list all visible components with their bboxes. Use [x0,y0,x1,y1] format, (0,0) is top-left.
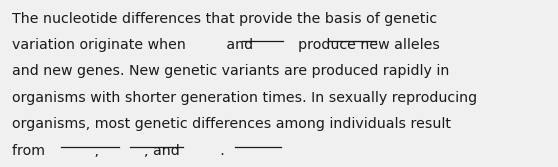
Text: The nucleotide differences that provide the basis of genetic: The nucleotide differences that provide … [12,12,437,26]
Text: variation originate when         and          produce new alleles: variation originate when and produce new… [12,38,440,52]
Text: organisms with shorter generation times. In sexually reproducing: organisms with shorter generation times.… [12,91,478,105]
Text: and new genes. New genetic variants are produced rapidly in: and new genes. New genetic variants are … [12,64,450,78]
Text: organisms, most genetic differences among individuals result: organisms, most genetic differences amon… [12,117,451,131]
Text: from           ,          , and         .: from , , and . [12,144,225,158]
